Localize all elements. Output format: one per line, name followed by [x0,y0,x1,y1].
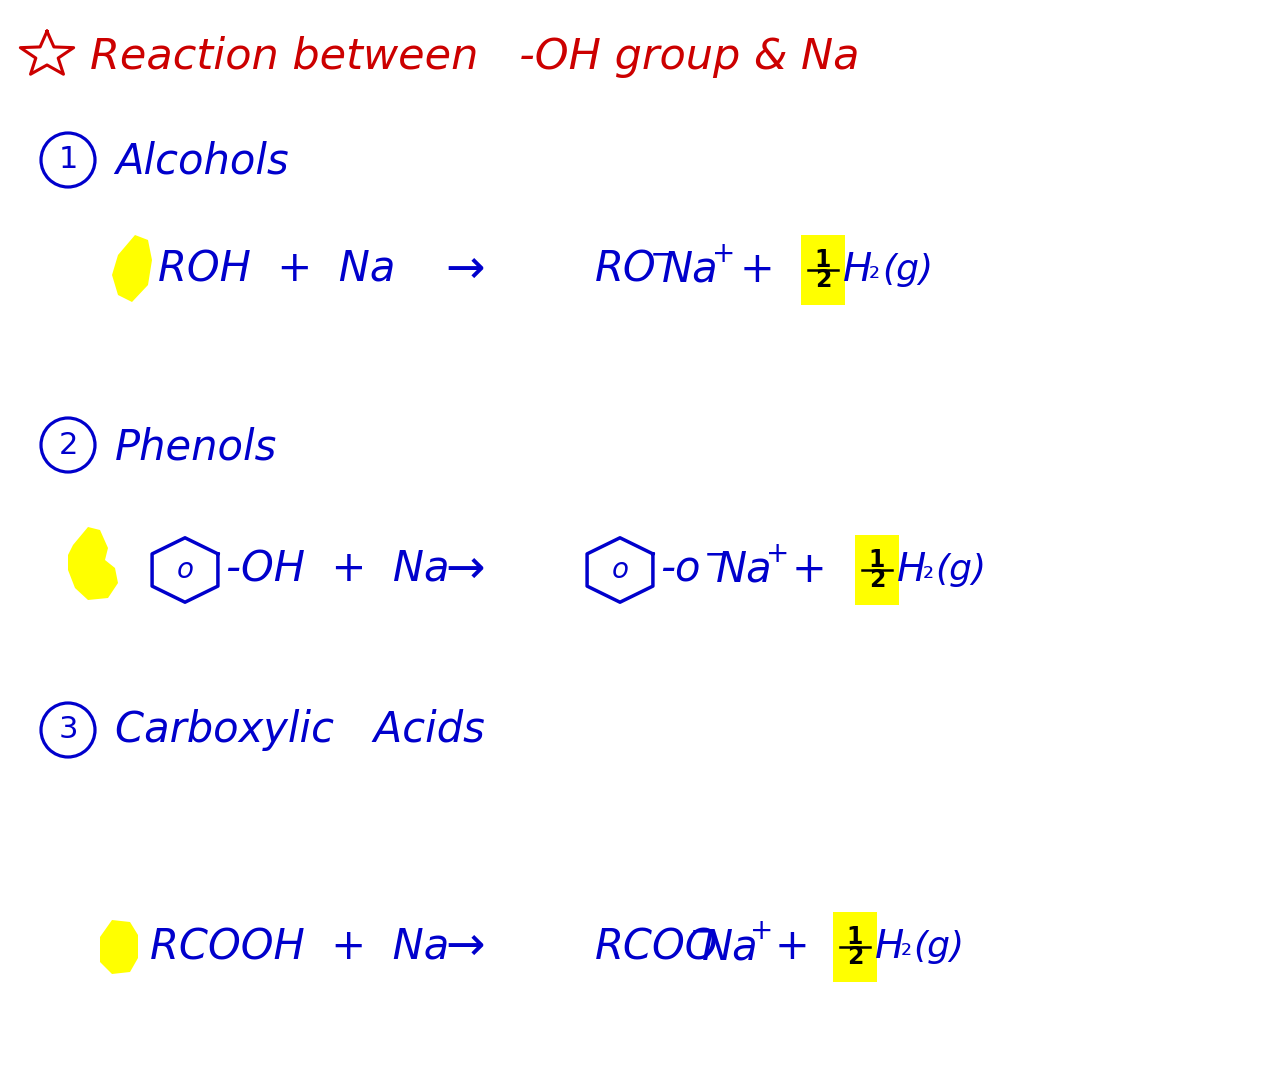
Text: Na: Na [662,249,718,291]
Text: Reaction between   -OH group & Na: Reaction between -OH group & Na [90,36,859,77]
Text: ₂: ₂ [901,933,912,961]
Text: Phenols: Phenols [115,426,277,468]
Text: 2: 2 [58,430,77,459]
Text: (g): (g) [912,930,964,964]
Text: o: o [176,556,193,584]
Text: ₂: ₂ [923,556,934,584]
Text: -OH  +  Na: -OH + Na [226,549,449,591]
Text: o: o [612,556,628,584]
Text: RO: RO [595,249,656,291]
FancyBboxPatch shape [801,235,845,305]
Text: →: → [445,548,485,593]
Text: →: → [445,247,485,293]
Text: RCOOH  +  Na: RCOOH + Na [150,926,449,968]
Text: (g): (g) [935,553,986,587]
Text: +: + [750,917,773,945]
Polygon shape [69,527,118,600]
Text: RCOO: RCOO [595,926,718,968]
Text: Carboxylic   Acids: Carboxylic Acids [115,709,485,751]
Text: 1: 1 [58,145,77,174]
Polygon shape [100,920,138,974]
Text: Na: Na [702,926,759,968]
Text: 2: 2 [869,568,886,592]
Text: H: H [843,251,872,289]
FancyBboxPatch shape [832,912,877,982]
Text: −: − [690,918,716,947]
Text: ₂: ₂ [869,256,881,284]
Text: +: + [775,926,810,968]
Text: H: H [897,551,926,589]
Text: +: + [766,540,789,568]
Text: 1: 1 [869,548,886,572]
Text: 1: 1 [846,925,863,949]
Text: 2: 2 [846,945,863,969]
FancyBboxPatch shape [855,535,898,605]
Text: +: + [792,549,826,591]
Text: −: − [704,540,730,569]
Text: Na: Na [716,549,773,591]
Text: +: + [712,240,735,268]
Text: (g): (g) [882,253,933,287]
Text: Alcohols: Alcohols [115,141,288,183]
Text: H: H [876,928,905,966]
Text: 2: 2 [815,268,831,292]
Polygon shape [112,235,152,302]
Text: +: + [740,249,775,291]
Text: ROH  +  Na: ROH + Na [159,249,396,291]
Text: −: − [650,241,675,269]
Text: 1: 1 [815,247,831,272]
Text: →: → [445,924,485,969]
Text: -o: -o [660,549,700,591]
Text: 3: 3 [58,716,77,745]
